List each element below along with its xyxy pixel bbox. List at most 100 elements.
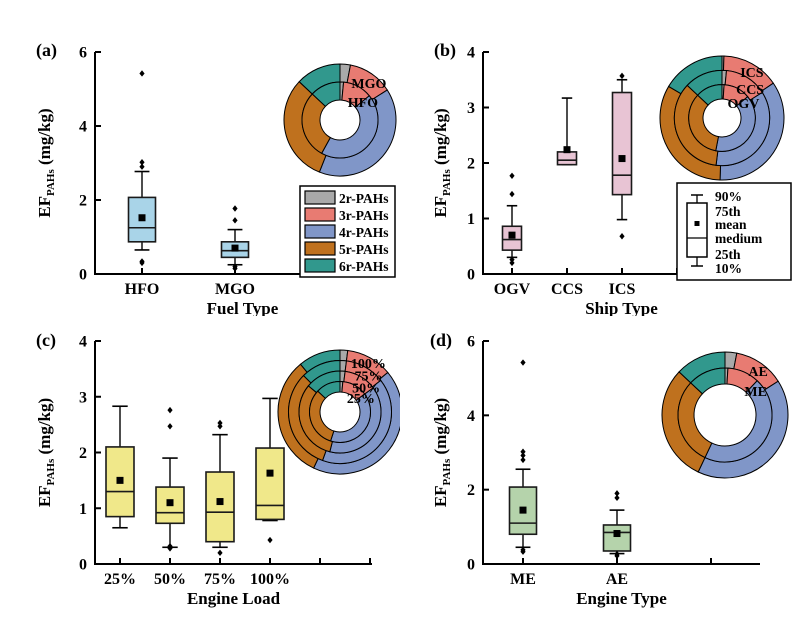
y-tick-label: 6 [467,334,475,351]
y-tick-label: 4 [467,408,475,425]
outlier-marker [509,172,515,179]
category-label: ME [510,571,536,588]
legend-label: 2r-PAHs [339,191,389,206]
outlier-marker [614,494,620,502]
ring-label: MGO [351,77,386,92]
y-tick-label: 0 [79,557,87,574]
mean-marker [231,244,239,252]
mean-marker [508,231,516,239]
y-tick-label: 3 [467,100,475,117]
x-axis-label: Engine Type [576,589,667,608]
mean-marker [216,498,224,506]
ring-label: HFO [348,96,378,111]
panel-letter: (c) [36,330,56,351]
ring-label: CCS [736,83,764,98]
donut-segment-HFO-6r-PAHs [311,81,341,108]
panel-b: ICS CCS OGV 0 1 2 3 4 OGV CCS ICS Ship Type EFPAHs (… [400,0,799,321]
category-label: 75% [204,571,236,588]
outlier-marker [614,490,620,497]
boxplot-MGO [220,205,250,272]
legend-swatch [304,190,336,205]
x-axis-label: Ship Type [585,299,658,316]
category-label: 100% [250,571,290,588]
legend-swatch [304,241,336,256]
outlier-marker [509,190,515,198]
ring-label: 25% [347,392,375,407]
outlier-marker [614,550,620,558]
y-tick-label: 1 [467,211,475,228]
legend-label: medium [715,231,763,246]
boxplot-ME [508,359,538,555]
legend-swatch [304,258,336,273]
legend-label: mean [715,217,747,232]
y-tick-label: 2 [467,156,475,173]
y-tick-label: 0 [79,267,87,284]
y-axis-label: EFPAHs (mg/kg) [35,108,57,217]
panel-letter: (a) [36,40,57,61]
y-tick-label: 1 [79,501,87,518]
y-tick-label: 3 [79,389,87,406]
outlier-marker [139,163,145,170]
outlier-marker [619,72,625,80]
category-label: ICS [609,281,636,298]
y-tick-label: 2 [467,482,475,499]
ring-label: ICS [740,66,764,81]
boxplot-CCS [556,97,578,166]
boxplot-100% [255,397,285,544]
outlier-marker [139,258,145,265]
ring-label: 50% [352,382,380,397]
ring-label: ME [744,385,767,400]
y-tick-label: 0 [467,267,475,284]
outlier-marker [520,452,526,459]
boxplot-OGV [501,172,523,267]
donut-segment-AE-4r-PAHs [697,380,789,479]
boxplot-25% [105,405,135,529]
ring-label: 75% [355,370,383,385]
ring-label: 100% [351,357,386,372]
category-label: MGO [215,281,255,298]
category-label: AE [606,571,628,588]
legend-label: 5r-PAHs [339,242,389,257]
donut-segment-HFO-4r-PAHs [321,95,379,159]
mean-marker [116,476,124,484]
legend-label: 10% [715,261,742,276]
category-label: HFO [125,281,160,298]
panel-letter: (b) [434,40,456,61]
donut-segment-ME-6r-PAHs [690,367,726,395]
category-label: CCS [551,281,583,298]
y-tick-label: 4 [79,119,87,136]
outlier-marker [139,159,145,166]
outlier-marker [619,233,625,240]
mean-marker [618,155,626,163]
y-axis-label: EFPAHs (mg/kg) [431,108,453,217]
boxplot-50% [155,406,185,552]
mean-marker [166,499,174,507]
panel-c: 100% 75% 50% 25% 0 1 2 3 4 25% 50% 75% 100% Engine Lo… [0,316,403,632]
pah-legend: 2r-PAHs 3r-PAHs 4r-PAHs 5r-PAHs 6r-PAHs [299,185,396,278]
panel-letter: (d) [430,330,452,351]
outlier-marker [232,217,238,224]
y-tick-label: 4 [79,334,87,351]
y-axis-label: EFPAHs (mg/kg) [431,398,453,507]
boxplot-75% [205,419,235,557]
x-axis-label: Engine Load [187,589,281,608]
y-tick-label: 0 [467,557,475,574]
outlier-marker [217,549,223,557]
donut-segment-25%-6r-PAHs [317,380,341,400]
panel-a: MGO HFO 0 2 4 6 HFO MGO Fuel Type EFPAHs (mg/kg)(… [0,0,400,321]
y-axis-label: EFPAHs (mg/kg) [35,398,57,507]
outlier-marker [232,263,238,270]
y-tick-label: 2 [79,445,87,462]
mean-marker [613,530,621,538]
boxplot-HFO [127,70,157,267]
legend-swatch [304,207,336,222]
legend-label: 4r-PAHs [339,225,389,240]
outlier-marker [520,456,526,464]
legend-label: 6r-PAHs [339,259,389,274]
outlier-marker [520,448,526,455]
outlier-marker [139,70,145,77]
